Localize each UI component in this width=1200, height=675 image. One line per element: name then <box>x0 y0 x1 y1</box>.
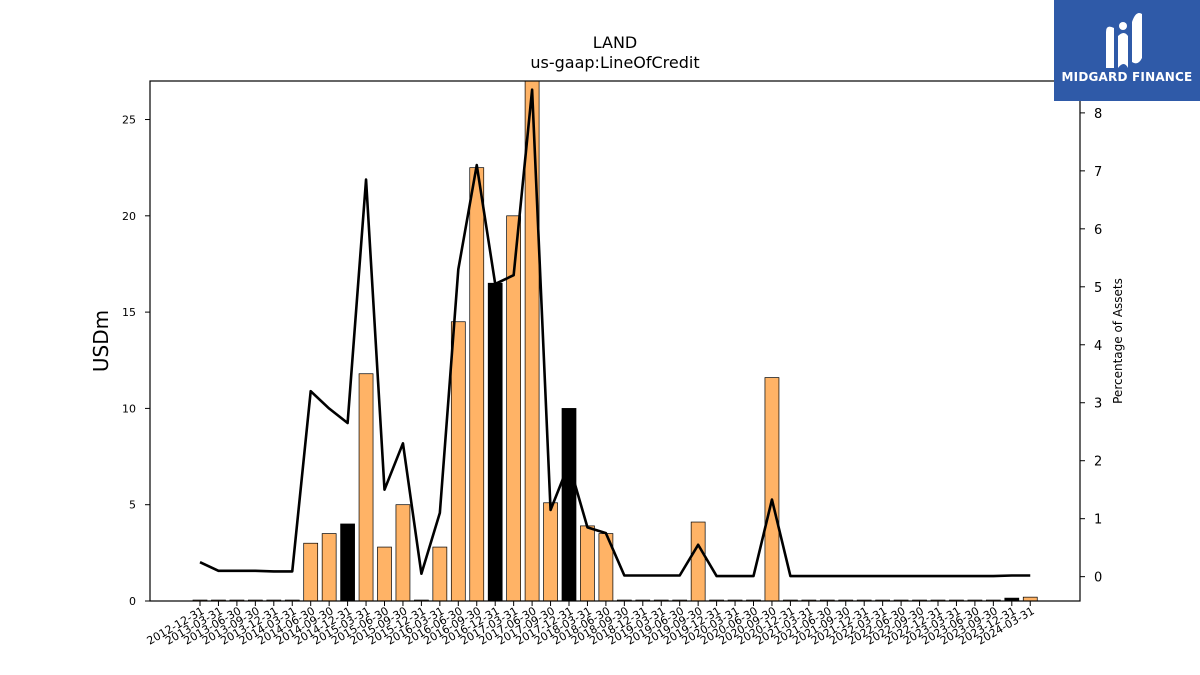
bar <box>321 533 337 602</box>
y2-tick-label: 0 <box>1094 571 1102 586</box>
y2-tick-label: 5 <box>1094 281 1102 296</box>
y-axis-label: USDm <box>89 310 113 372</box>
bar <box>764 377 780 602</box>
bar <box>395 504 411 602</box>
chart-title: LAND <box>593 33 638 52</box>
bar <box>450 321 466 602</box>
y2-tick-label: 6 <box>1094 223 1102 238</box>
y2-axis: 0 1 2 3 4 5 6 7 8 <box>1080 107 1102 586</box>
plot-frame <box>149 80 1081 602</box>
y-tick-label: 10 <box>122 402 136 415</box>
bar <box>580 525 595 602</box>
x-axis: 2012-12-312013-03-312013-06-302013-09-30… <box>145 601 1037 648</box>
y2-tick-label: 8 <box>1094 107 1102 122</box>
y-tick-label: 20 <box>122 210 136 223</box>
bar <box>543 502 558 602</box>
line-layer <box>199 88 1031 578</box>
y-tick-label: 0 <box>129 595 136 608</box>
y2-tick-label: 4 <box>1094 339 1102 354</box>
y2-axis-label: Percentage of Assets <box>1111 278 1125 404</box>
bar-layer <box>192 80 1038 602</box>
logo-brand-text: MIDGARD FINANCE <box>1061 70 1193 84</box>
bar <box>358 373 374 602</box>
y2-tick-label: 7 <box>1094 165 1102 180</box>
y2-tick-label: 3 <box>1094 397 1102 412</box>
logo-mark-icon <box>1106 13 1142 69</box>
bar <box>487 282 503 602</box>
bar <box>432 546 448 602</box>
bar <box>303 542 319 602</box>
bar <box>524 80 540 602</box>
y2-tick-label: 2 <box>1094 455 1102 470</box>
logo: MIDGARD FINANCE <box>1054 0 1200 101</box>
bar <box>340 523 355 602</box>
y-tick-label: 5 <box>129 499 136 512</box>
y2-tick-label: 1 <box>1094 513 1102 528</box>
percentage-line <box>199 88 1031 578</box>
y-tick-label: 25 <box>122 114 136 127</box>
bar <box>469 167 485 602</box>
chart-subtitle: us-gaap:LineOfCredit <box>530 53 699 72</box>
y-axis: 0 5 10 15 20 25 <box>122 114 150 608</box>
bar <box>561 408 577 602</box>
bar <box>377 546 392 602</box>
y-tick-label: 15 <box>122 306 136 319</box>
bar <box>690 521 706 602</box>
